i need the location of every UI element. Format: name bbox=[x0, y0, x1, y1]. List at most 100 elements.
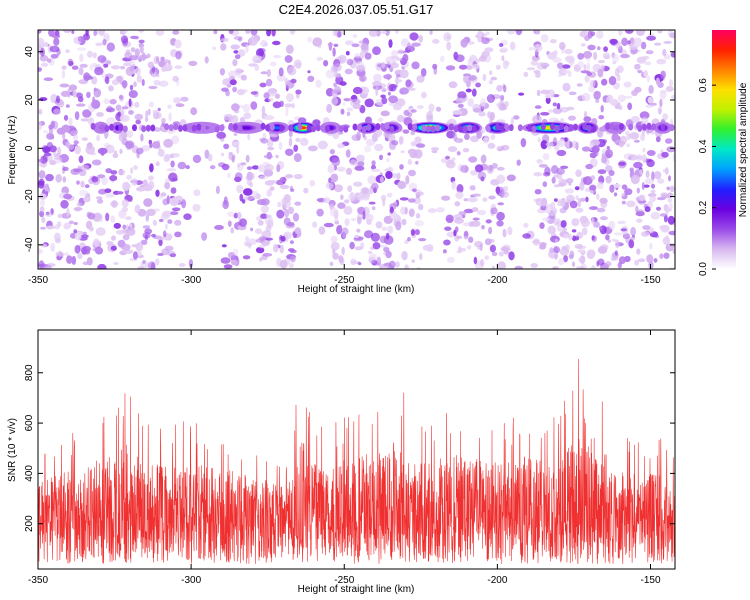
noise-blob bbox=[259, 257, 263, 262]
noise-blob bbox=[536, 89, 541, 97]
noise-blob bbox=[386, 157, 390, 163]
noise-blob bbox=[656, 206, 661, 211]
noise-blob bbox=[556, 149, 567, 157]
noise-blob bbox=[121, 199, 129, 208]
noise-blob bbox=[385, 171, 393, 179]
spectrogram-frame bbox=[37, 29, 676, 270]
noise-blob bbox=[499, 188, 504, 199]
noise-blob bbox=[535, 30, 541, 35]
noise-blob bbox=[411, 259, 415, 263]
signal-fragment bbox=[540, 123, 546, 131]
noise-blob bbox=[329, 261, 334, 267]
noise-blob bbox=[630, 115, 640, 123]
noise-blob bbox=[500, 246, 510, 252]
signal-fragment bbox=[320, 124, 326, 132]
noise-blob bbox=[78, 67, 84, 76]
noise-blob bbox=[397, 49, 404, 55]
noise-blob bbox=[538, 164, 548, 168]
noise-blob bbox=[606, 96, 611, 104]
noise-blob bbox=[389, 206, 394, 214]
noise-blob bbox=[346, 107, 353, 112]
noise-blob bbox=[413, 149, 423, 159]
signal-fragment bbox=[605, 122, 611, 130]
noise-blob bbox=[660, 192, 668, 198]
noise-blob bbox=[174, 65, 183, 69]
noise-blob bbox=[646, 254, 654, 263]
noise-blob bbox=[532, 115, 542, 124]
noise-blob bbox=[659, 98, 663, 108]
noise-blob bbox=[627, 40, 631, 45]
signal-fragment bbox=[343, 125, 349, 133]
noise-blob bbox=[40, 226, 46, 230]
noise-blob bbox=[343, 205, 353, 215]
noise-blob bbox=[552, 107, 563, 115]
noise-blob bbox=[626, 143, 631, 148]
noise-blob bbox=[340, 194, 344, 200]
noise-blob bbox=[356, 131, 361, 141]
noise-blob bbox=[419, 253, 423, 261]
noise-blob bbox=[475, 58, 480, 64]
noise-blob bbox=[351, 43, 360, 48]
noise-blob bbox=[78, 169, 87, 177]
noise-blob bbox=[282, 199, 291, 209]
x-tick-label: -300 bbox=[181, 575, 201, 586]
noise-blob bbox=[645, 170, 650, 178]
noise-blob bbox=[635, 205, 639, 213]
noise-blob bbox=[105, 76, 110, 85]
signal-fragment bbox=[109, 123, 114, 131]
noise-blob bbox=[665, 85, 674, 92]
noise-blob bbox=[435, 106, 442, 112]
noise-blob bbox=[623, 81, 632, 88]
noise-blob bbox=[635, 30, 646, 36]
noise-blob bbox=[398, 136, 404, 145]
noise-blob bbox=[443, 249, 447, 254]
noise-blob bbox=[356, 65, 366, 72]
noise-blob bbox=[222, 78, 232, 86]
signal-fragment bbox=[646, 122, 652, 130]
noise-blob bbox=[364, 98, 374, 108]
noise-blob bbox=[563, 137, 568, 143]
noise-blob bbox=[139, 45, 144, 54]
x-tick-label: -150 bbox=[640, 275, 660, 286]
noise-blob bbox=[584, 75, 590, 83]
noise-blob bbox=[382, 198, 386, 207]
noise-blob bbox=[364, 52, 372, 60]
snr-series bbox=[38, 358, 675, 564]
noise-blob bbox=[575, 207, 584, 213]
noise-blob bbox=[636, 248, 641, 255]
noise-blob bbox=[71, 65, 79, 70]
noise-blob bbox=[547, 225, 556, 235]
colorbar-ticks: 0.0 0.2 0.4 0.6 bbox=[698, 78, 716, 276]
noise-blob bbox=[62, 166, 69, 172]
noise-blob bbox=[371, 164, 376, 170]
noise-blob bbox=[50, 53, 59, 59]
noise-blob bbox=[82, 231, 87, 236]
noise-blob bbox=[309, 180, 316, 187]
noise-blob bbox=[273, 54, 282, 59]
noise-blob bbox=[62, 124, 70, 133]
signal-fragment bbox=[306, 124, 312, 132]
noise-blob bbox=[663, 215, 668, 223]
x-tick-label: -250 bbox=[334, 575, 354, 586]
noise-blob bbox=[159, 194, 163, 200]
noise-blob bbox=[556, 167, 565, 175]
noise-blob bbox=[379, 244, 388, 248]
noise-blob bbox=[470, 170, 478, 176]
signal-fragment bbox=[191, 124, 197, 132]
noise-blob bbox=[550, 201, 556, 210]
noise-blob bbox=[510, 117, 515, 126]
noise-blob bbox=[478, 111, 486, 117]
noise-blob bbox=[236, 144, 240, 154]
noise-blob bbox=[672, 152, 675, 162]
noise-blob bbox=[42, 146, 51, 154]
noise-blob bbox=[624, 130, 630, 136]
noise-blob bbox=[669, 32, 675, 39]
noise-blob bbox=[642, 147, 646, 153]
noise-blob bbox=[645, 50, 654, 55]
noise-blob bbox=[55, 238, 61, 244]
noise-blob bbox=[68, 84, 78, 91]
noise-blob bbox=[400, 206, 406, 215]
noise-blob bbox=[665, 243, 675, 252]
noise-blob bbox=[558, 178, 566, 188]
noise-blob bbox=[416, 75, 425, 83]
